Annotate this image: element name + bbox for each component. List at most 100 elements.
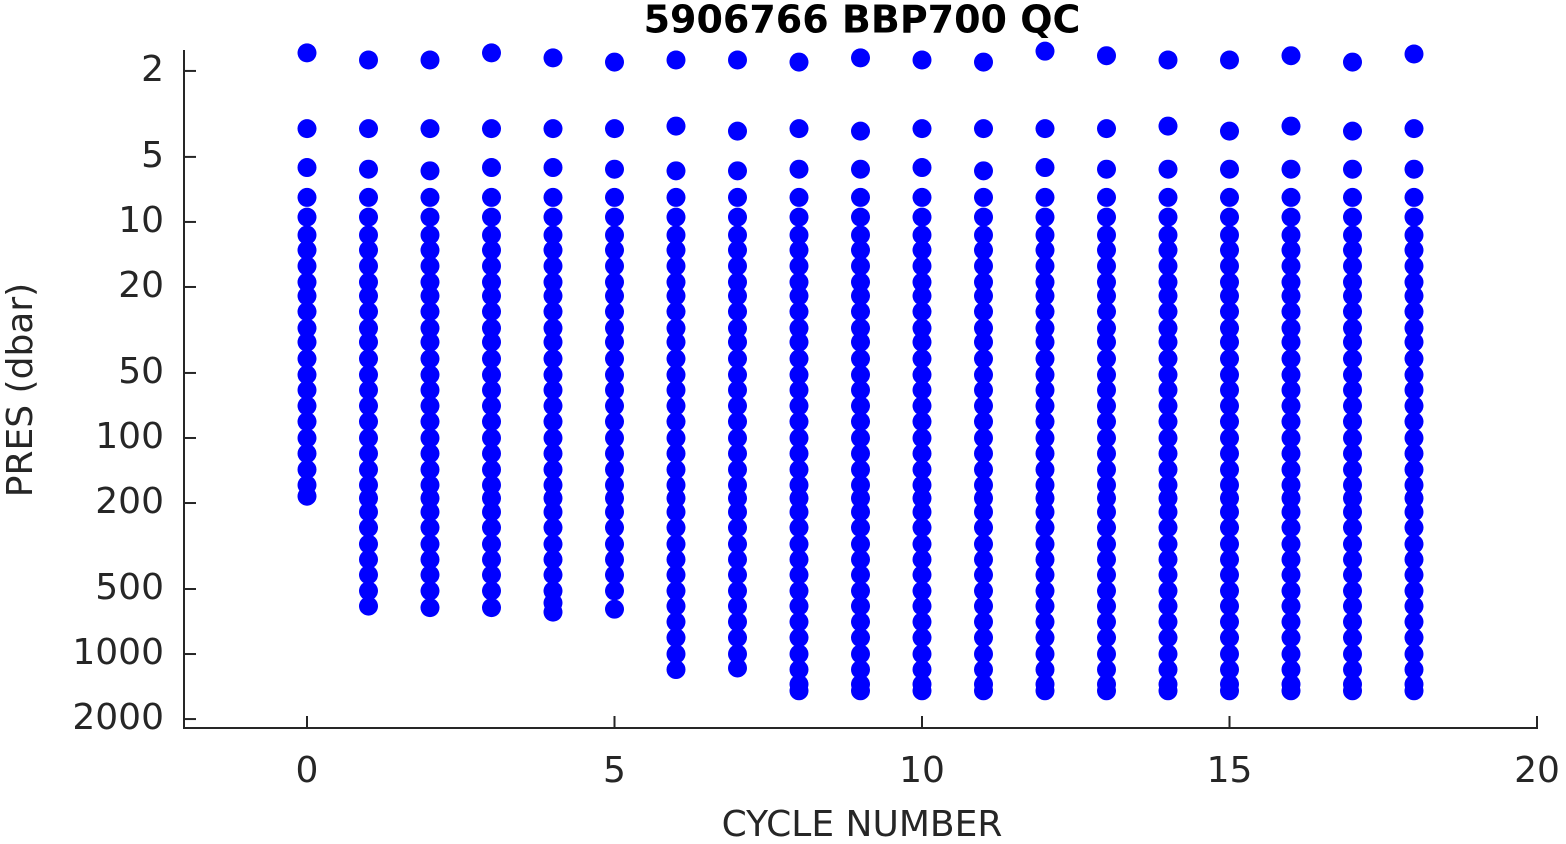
data-point	[1220, 225, 1239, 245]
data-point	[1097, 272, 1116, 292]
data-point	[1097, 46, 1116, 66]
data-point	[974, 332, 993, 352]
data-point	[728, 475, 747, 495]
data-point	[605, 534, 624, 554]
data-point	[974, 207, 993, 227]
data-point	[728, 518, 747, 538]
data-point	[912, 460, 932, 480]
data-point	[297, 460, 317, 480]
data-point	[420, 207, 440, 227]
data-point	[1035, 158, 1055, 178]
data-point	[1097, 660, 1116, 680]
data-point	[482, 240, 501, 260]
data-point	[297, 43, 317, 63]
data-point	[1281, 187, 1301, 207]
data-point	[1035, 412, 1055, 432]
data-point	[1220, 488, 1239, 508]
data-point	[1343, 681, 1362, 701]
data-point	[605, 207, 624, 227]
data-point	[912, 534, 932, 554]
data-point	[728, 444, 747, 464]
data-point	[974, 488, 993, 508]
data-point	[789, 444, 809, 464]
data-point	[1158, 286, 1178, 306]
data-point	[1281, 332, 1301, 352]
data-point	[1281, 518, 1301, 538]
data-point	[912, 428, 932, 448]
data-point	[605, 488, 624, 508]
data-point	[482, 475, 501, 495]
data-point	[297, 286, 317, 306]
data-point	[789, 628, 809, 648]
data-point	[1035, 240, 1055, 260]
data-point	[728, 121, 747, 141]
data-point	[666, 581, 686, 601]
data-point	[789, 119, 809, 139]
data-point	[1343, 612, 1362, 632]
data-point	[1035, 612, 1055, 632]
data-point	[359, 187, 378, 207]
data-point	[974, 644, 993, 664]
data-point	[1281, 207, 1301, 227]
data-point	[851, 256, 870, 276]
data-point	[420, 365, 440, 385]
data-point	[851, 660, 870, 680]
data-point	[359, 596, 378, 616]
data-point	[1343, 412, 1362, 432]
data-point	[1404, 444, 1424, 464]
y-tick-label: 2	[141, 49, 164, 90]
data-point	[666, 644, 686, 664]
data-point	[297, 240, 317, 260]
data-point	[974, 612, 993, 632]
data-point	[1158, 565, 1178, 585]
data-point	[1343, 444, 1362, 464]
data-point	[482, 225, 501, 245]
data-point	[851, 332, 870, 352]
data-point	[728, 628, 747, 648]
data-point	[1035, 41, 1055, 61]
data-point	[851, 272, 870, 292]
data-point	[420, 187, 440, 207]
data-point	[1343, 488, 1362, 508]
data-point	[789, 272, 809, 292]
data-point	[789, 332, 809, 352]
data-point	[420, 460, 440, 480]
data-point	[1281, 256, 1301, 276]
data-point	[789, 318, 809, 338]
data-point	[974, 534, 993, 554]
data-point	[482, 256, 501, 276]
data-point	[605, 240, 624, 260]
data-point	[912, 396, 932, 416]
data-point	[1158, 302, 1178, 322]
data-point	[1097, 240, 1116, 260]
x-axis-label: CYCLE NUMBER	[722, 804, 1003, 844]
data-point	[912, 119, 932, 139]
data-point	[789, 596, 809, 616]
data-point	[297, 428, 317, 448]
data-point	[297, 256, 317, 276]
y-tick-label: 10	[118, 200, 164, 241]
data-point	[1158, 207, 1178, 227]
data-point	[605, 256, 624, 276]
data-point	[974, 444, 993, 464]
data-point	[974, 161, 993, 181]
y-tick-label: 50	[118, 351, 164, 392]
chart-title: 5906766 BBP700 QC	[644, 0, 1081, 42]
data-point	[359, 256, 378, 276]
data-point	[666, 187, 686, 207]
data-point	[420, 598, 440, 618]
data-point	[728, 565, 747, 585]
data-point	[1220, 50, 1239, 70]
data-point	[1343, 332, 1362, 352]
data-point	[297, 396, 317, 416]
data-point	[912, 272, 932, 292]
data-point	[1158, 660, 1178, 680]
data-point	[543, 302, 563, 322]
data-point	[728, 332, 747, 352]
data-point	[543, 488, 563, 508]
data-point	[974, 549, 993, 569]
data-point	[482, 598, 501, 618]
data-point	[728, 225, 747, 245]
data-point	[482, 272, 501, 292]
data-point	[1343, 121, 1362, 141]
